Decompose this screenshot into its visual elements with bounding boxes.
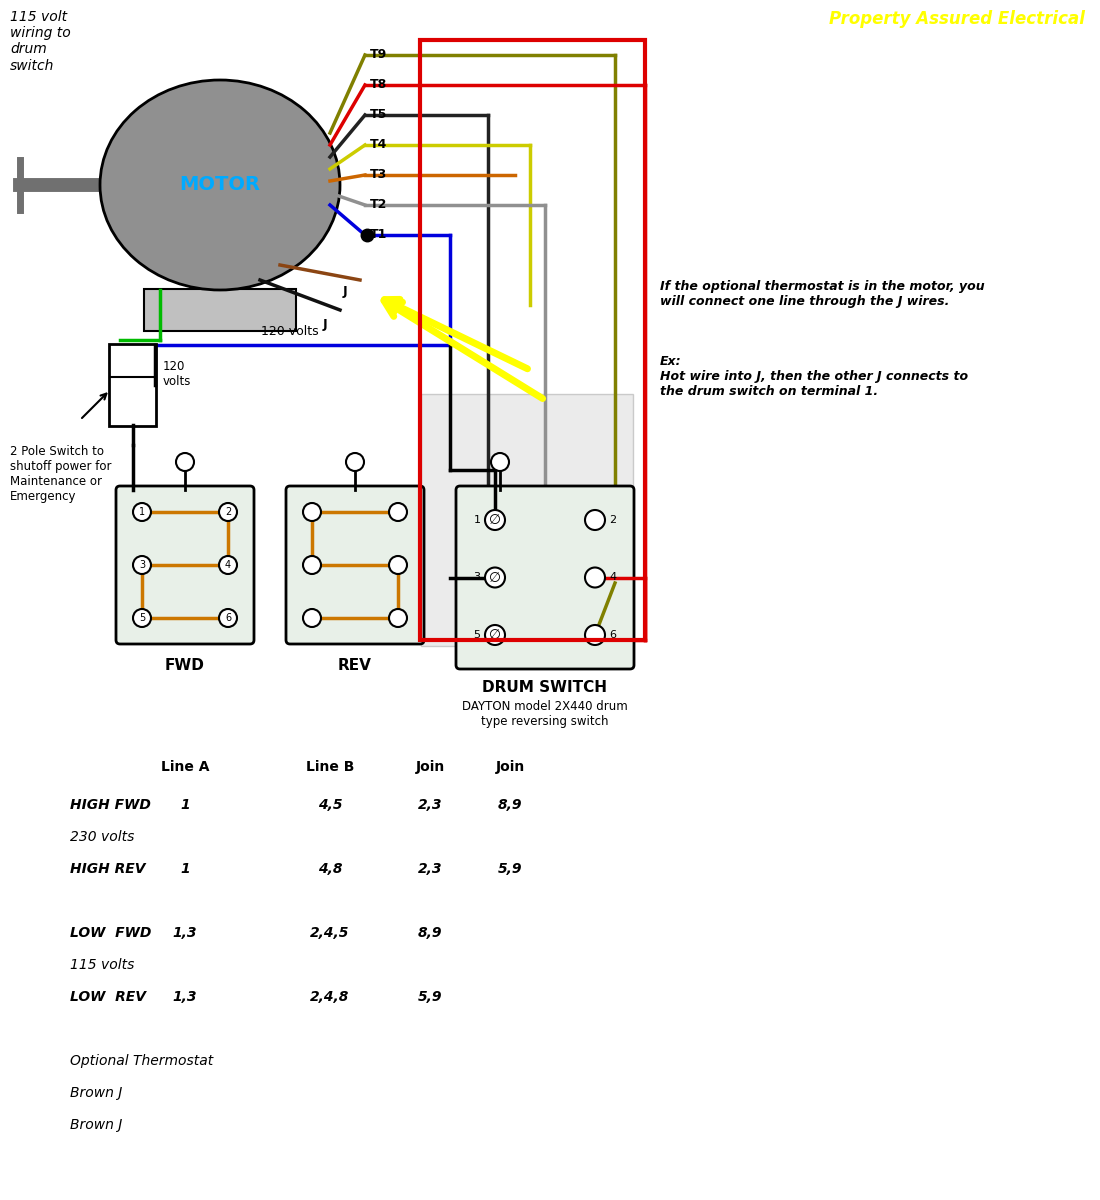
Text: 5: 5: [473, 630, 481, 640]
Text: 120 volts: 120 volts: [261, 325, 319, 338]
Circle shape: [485, 625, 505, 646]
Text: FWD: FWD: [165, 658, 205, 673]
Text: Line B: Line B: [306, 760, 354, 774]
Text: 2,4,8: 2,4,8: [310, 990, 350, 1004]
Circle shape: [219, 608, 236, 626]
Text: T5: T5: [370, 108, 387, 121]
Circle shape: [302, 556, 321, 574]
Text: MOTOR: MOTOR: [179, 175, 261, 194]
Text: HIGH FWD: HIGH FWD: [70, 798, 151, 812]
Text: 1: 1: [180, 798, 190, 812]
Circle shape: [219, 556, 236, 574]
Text: 4: 4: [609, 572, 617, 582]
Text: 1,3: 1,3: [173, 926, 197, 940]
Text: HIGH REV: HIGH REV: [70, 862, 145, 876]
Circle shape: [176, 452, 194, 470]
Circle shape: [585, 625, 605, 646]
Text: ∅: ∅: [488, 514, 502, 527]
Text: 2: 2: [609, 515, 617, 526]
Text: 5: 5: [139, 613, 145, 623]
Text: 8,9: 8,9: [418, 926, 442, 940]
Text: 2,3: 2,3: [418, 798, 442, 812]
Text: T8: T8: [370, 78, 387, 91]
FancyBboxPatch shape: [116, 486, 254, 644]
Text: 6: 6: [224, 613, 231, 623]
Circle shape: [346, 452, 364, 470]
Text: 1: 1: [180, 862, 190, 876]
Text: 2: 2: [224, 506, 231, 517]
Text: 2,3: 2,3: [418, 862, 442, 876]
Text: Property Assured Electrical: Property Assured Electrical: [829, 10, 1085, 28]
Text: 4: 4: [224, 560, 231, 570]
Text: 120
volts: 120 volts: [163, 360, 191, 388]
Ellipse shape: [100, 80, 340, 290]
Text: T1: T1: [370, 228, 387, 241]
Text: 1: 1: [139, 506, 145, 517]
Text: 115 volts: 115 volts: [70, 958, 134, 972]
Text: 8,9: 8,9: [497, 798, 522, 812]
Text: T9: T9: [370, 48, 387, 61]
FancyBboxPatch shape: [286, 486, 424, 644]
Circle shape: [491, 452, 509, 470]
Text: Brown J: Brown J: [70, 1118, 122, 1132]
Text: Join: Join: [495, 760, 525, 774]
Circle shape: [389, 556, 407, 574]
Text: 115 volt
wiring to
drum
switch: 115 volt wiring to drum switch: [10, 10, 70, 72]
Text: T3: T3: [370, 168, 387, 181]
Circle shape: [133, 608, 151, 626]
Text: 5,9: 5,9: [418, 990, 442, 1004]
Text: LOW  REV: LOW REV: [70, 990, 146, 1004]
Text: Line A: Line A: [161, 760, 209, 774]
Circle shape: [485, 568, 505, 588]
Text: T2: T2: [370, 198, 387, 211]
Text: ∅: ∅: [488, 628, 502, 642]
FancyBboxPatch shape: [144, 289, 296, 331]
Text: T4: T4: [370, 138, 387, 151]
Text: Join: Join: [416, 760, 444, 774]
Circle shape: [219, 503, 236, 521]
Text: 2 Pole Switch to
shutoff power for
Maintenance or
Emergency: 2 Pole Switch to shutoff power for Maint…: [10, 445, 111, 503]
Text: 2,4,5: 2,4,5: [310, 926, 350, 940]
FancyBboxPatch shape: [456, 486, 634, 670]
Text: DRUM SWITCH: DRUM SWITCH: [483, 680, 607, 695]
Text: DAYTON model 2X440 drum
type reversing switch: DAYTON model 2X440 drum type reversing s…: [462, 700, 628, 728]
Circle shape: [485, 510, 505, 530]
Text: Brown J: Brown J: [70, 1086, 122, 1100]
Text: 4,5: 4,5: [318, 798, 342, 812]
Text: Optional Thermostat: Optional Thermostat: [70, 1054, 213, 1068]
Text: ∅: ∅: [488, 570, 502, 584]
Text: If the optional thermostat is in the motor, you
will connect one line through th: If the optional thermostat is in the mot…: [660, 280, 984, 308]
Text: LOW  FWD: LOW FWD: [70, 926, 152, 940]
Circle shape: [389, 608, 407, 626]
Text: 4,8: 4,8: [318, 862, 342, 876]
Text: 1: 1: [473, 515, 481, 526]
Text: J: J: [343, 284, 348, 298]
Text: 1,3: 1,3: [173, 990, 197, 1004]
Text: 6: 6: [609, 630, 616, 640]
FancyBboxPatch shape: [109, 344, 156, 426]
Text: Ex:
Hot wire into J, then the other J connects to
the drum switch on terminal 1.: Ex: Hot wire into J, then the other J co…: [660, 355, 968, 398]
Text: J: J: [322, 318, 328, 331]
Circle shape: [389, 503, 407, 521]
Text: 3: 3: [473, 572, 481, 582]
Circle shape: [133, 556, 151, 574]
Text: 5,9: 5,9: [497, 862, 522, 876]
Circle shape: [133, 503, 151, 521]
Text: 230 volts: 230 volts: [70, 830, 134, 844]
Circle shape: [585, 568, 605, 588]
Circle shape: [302, 503, 321, 521]
Text: REV: REV: [338, 658, 372, 673]
Circle shape: [585, 510, 605, 530]
Circle shape: [302, 608, 321, 626]
Text: 3: 3: [139, 560, 145, 570]
FancyBboxPatch shape: [421, 394, 632, 646]
